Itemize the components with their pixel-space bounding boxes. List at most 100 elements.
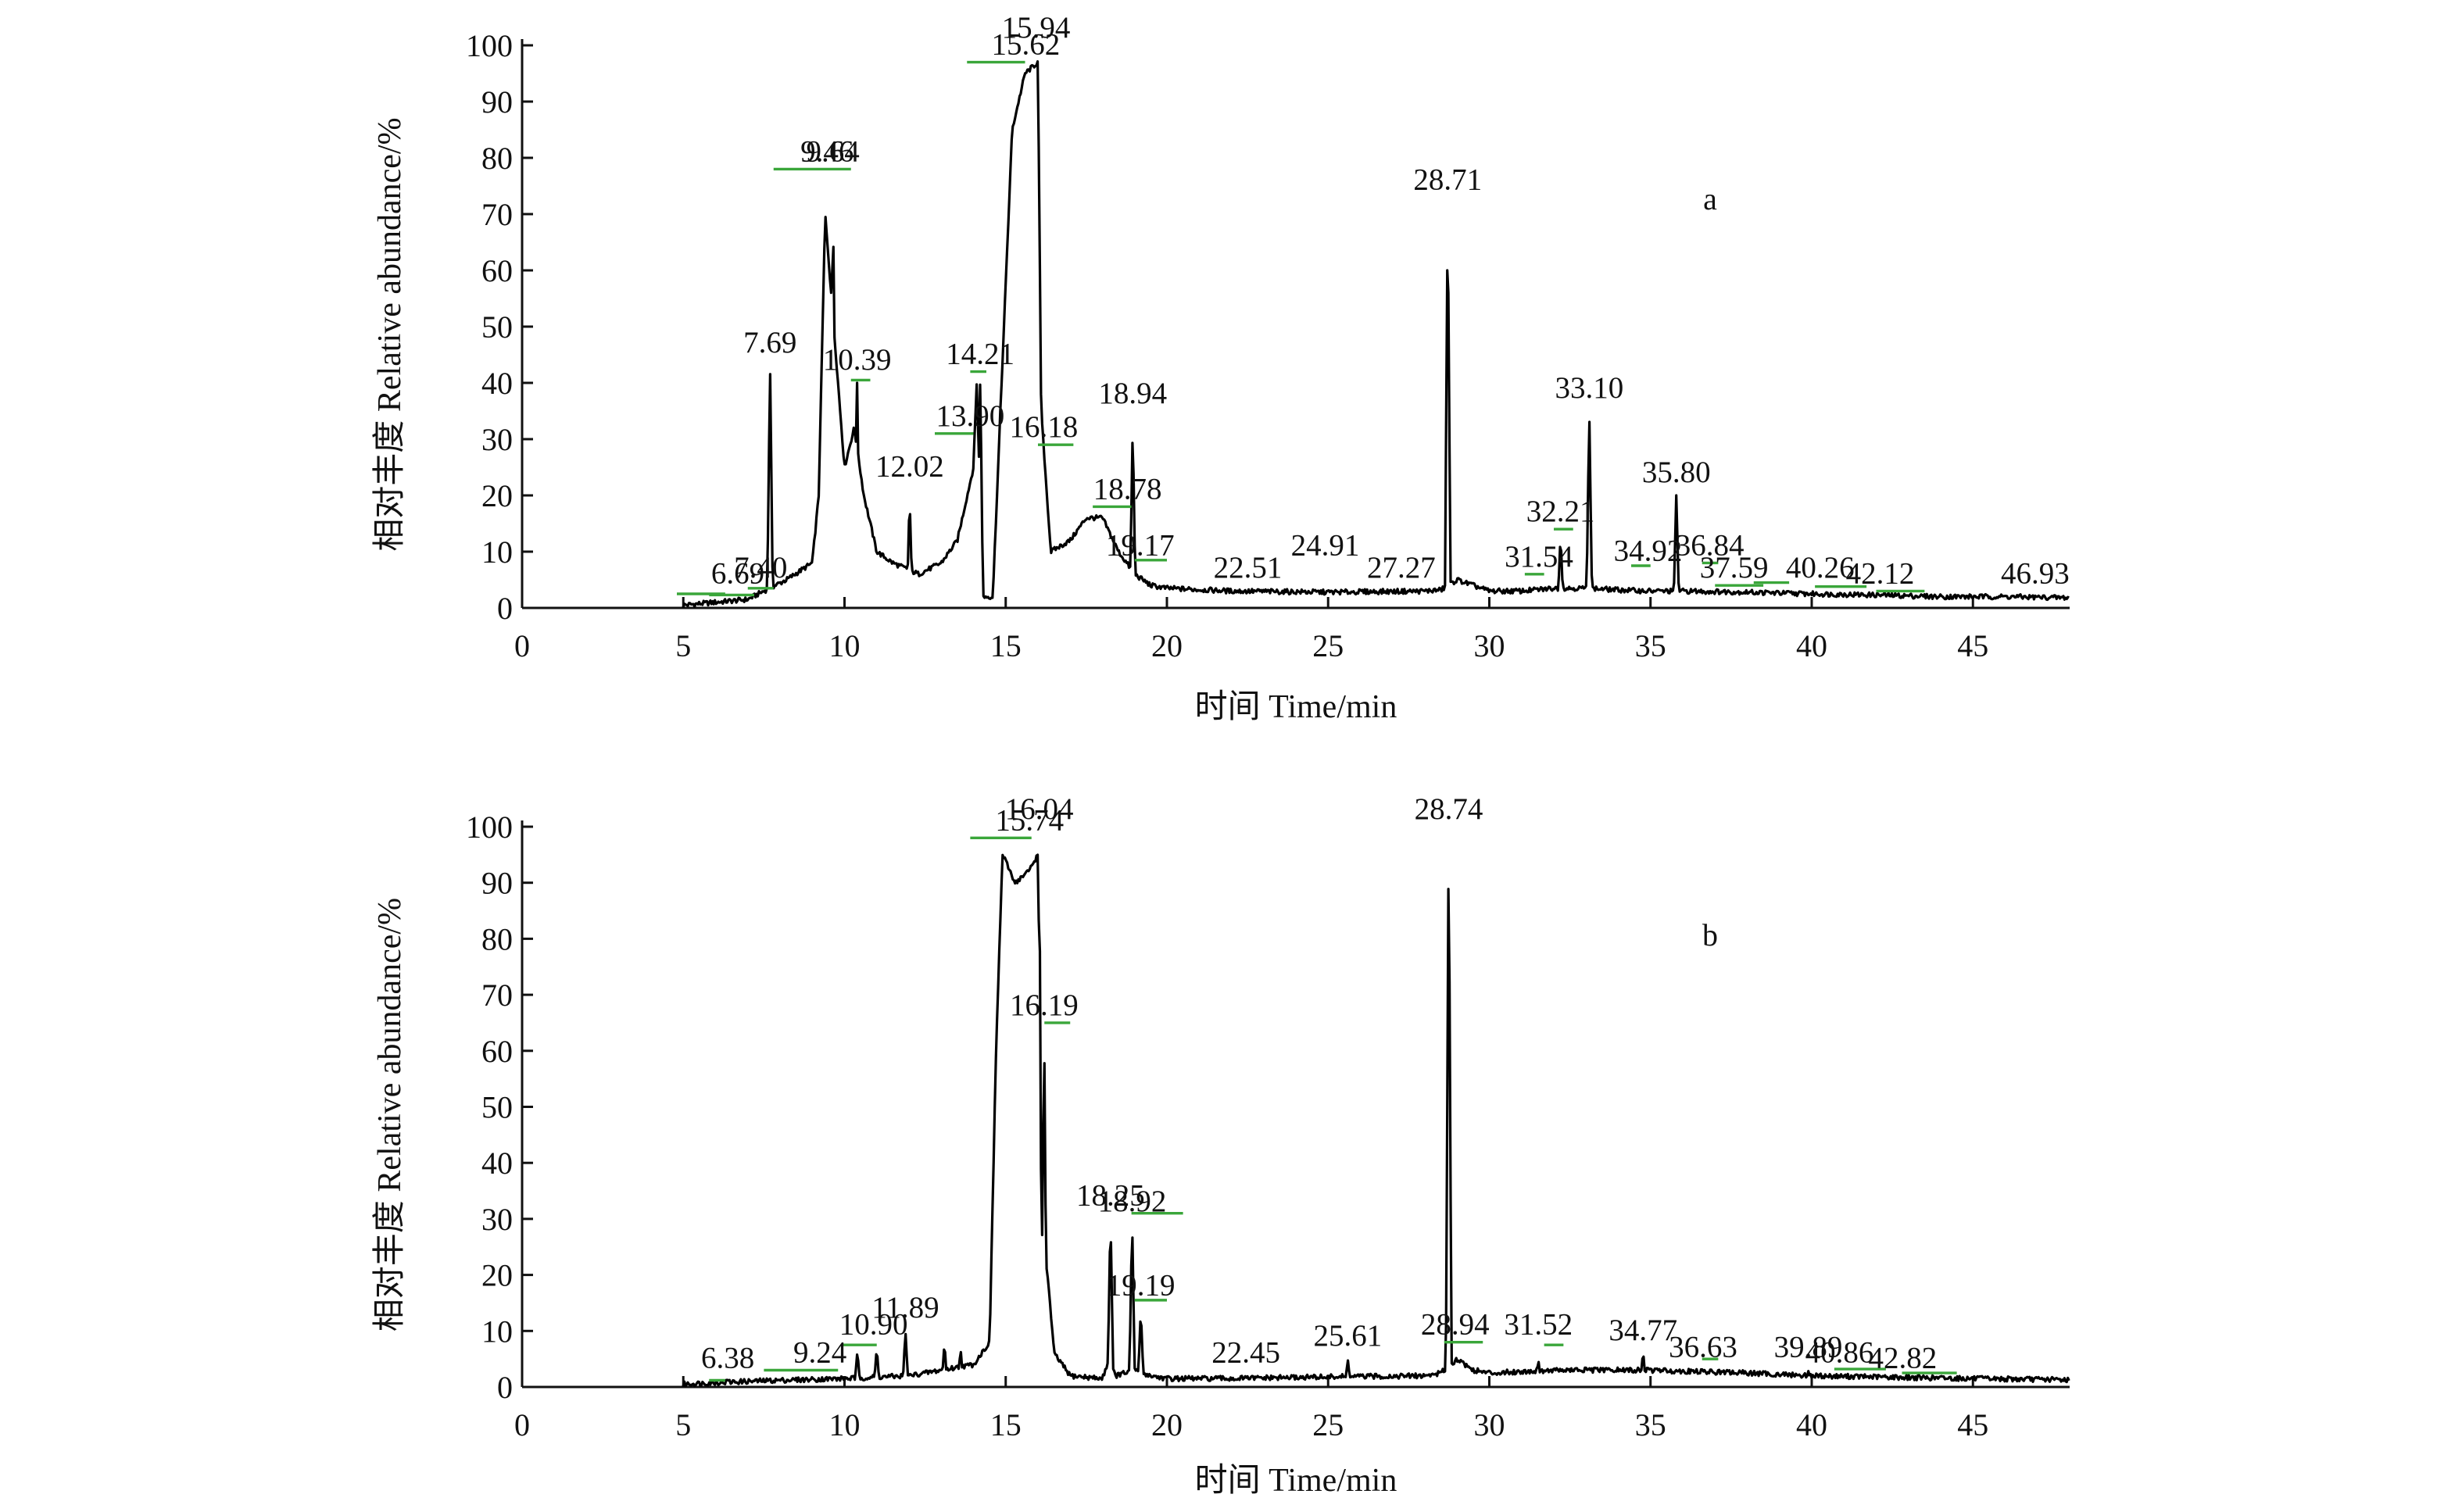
peak-label: 22.45 — [1211, 1335, 1280, 1369]
y-tick-label: 70 — [481, 197, 513, 232]
x-tick-label: 40 — [1796, 1407, 1827, 1442]
peak-label: 18.78 — [1093, 472, 1162, 506]
x-tick-label: 35 — [1635, 1407, 1666, 1442]
peak-label: 24.91 — [1291, 528, 1360, 562]
y-tick-label: 0 — [497, 1370, 513, 1405]
peak-label: 31.54 — [1505, 540, 1573, 574]
x-tick-label: 20 — [1151, 1407, 1183, 1442]
y-tick-label: 0 — [497, 591, 513, 626]
chromatogram-trace-a — [682, 59, 2070, 609]
peak-label: 16.04 — [1005, 792, 1074, 826]
chromatogram-trace-b — [682, 853, 2070, 1388]
y-tick-label: 50 — [481, 309, 513, 345]
x-tick-label: 20 — [1151, 628, 1183, 663]
x-tick-label: 0 — [514, 628, 530, 663]
peak-label: 25.61 — [1314, 1319, 1383, 1353]
peak-label: 32.21 — [1526, 495, 1595, 528]
y-tick-label: 80 — [481, 921, 513, 956]
peak-label: 18.94 — [1098, 377, 1167, 410]
peak-label: 10.39 — [823, 343, 892, 377]
x-tick-label: 45 — [1957, 1407, 1988, 1442]
peak-label: 36.84 — [1676, 528, 1745, 562]
y-tick-label: 90 — [481, 84, 513, 120]
peak-label: 28.71 — [1413, 163, 1482, 196]
x-tick-label: 5 — [675, 628, 691, 663]
peak-label: 34.92 — [1614, 534, 1683, 568]
peak-label: 11.89 — [871, 1291, 939, 1324]
peak-label: 13.90 — [936, 399, 1005, 433]
peak-label: 18.92 — [1098, 1185, 1167, 1218]
peak-label: 16.19 — [1010, 988, 1079, 1022]
x-tick-label: 30 — [1474, 628, 1505, 663]
panel-letter: a — [1703, 181, 1717, 216]
peak-label: 19.19 — [1107, 1268, 1176, 1302]
peak-label: 31.52 — [1504, 1308, 1573, 1342]
y-axis-title: 相对丰度 Relative abundance/% — [372, 898, 408, 1331]
y-tick-label: 100 — [466, 810, 513, 845]
peak-label: 40.26 — [1786, 551, 1855, 584]
x-tick-label: 10 — [829, 1407, 861, 1442]
x-tick-label: 35 — [1635, 628, 1666, 663]
x-axis-title: 时间 Time/min — [1195, 1463, 1397, 1499]
peak-label: 36.63 — [1669, 1330, 1737, 1364]
peak-label: 28.74 — [1415, 792, 1483, 826]
y-tick-label: 20 — [481, 1258, 513, 1293]
panel-letter: b — [1702, 917, 1718, 953]
x-tick-label: 0 — [514, 1407, 530, 1442]
y-tick-label: 90 — [481, 866, 513, 901]
y-tick-label: 70 — [481, 978, 513, 1013]
x-tick-label: 5 — [675, 1407, 691, 1442]
peak-label: 12.02 — [875, 450, 944, 484]
peak-label: 16.18 — [1010, 410, 1079, 444]
y-tick-label: 20 — [481, 478, 513, 513]
peak-label: 10.90 — [839, 1308, 908, 1342]
y-tick-label: 10 — [481, 1314, 513, 1349]
peak-label: 37.59 — [1700, 551, 1769, 584]
peak-label: 39.89 — [1774, 1330, 1843, 1364]
chart-panel-a: 0 10 20 30 40 50 60 70 80 90 100 0 5 10 15 20 25 30 35 40 45… — [372, 11, 2070, 725]
x-axis-title: 时间 Time/min — [1195, 689, 1397, 725]
y-tick-label: 80 — [481, 141, 513, 176]
x-tick-label: 25 — [1312, 628, 1344, 663]
peak-label: 15.74 — [995, 803, 1064, 837]
x-tick-label: 45 — [1957, 628, 1988, 663]
peak-label: 9.64 — [807, 134, 860, 168]
x-tick-label: 15 — [990, 628, 1022, 663]
peak-label: 18.25 — [1076, 1179, 1145, 1213]
peak-label: 40.86 — [1805, 1335, 1874, 1369]
peak-label: 33.10 — [1555, 371, 1624, 405]
y-tick-label: 10 — [481, 534, 513, 570]
peak-label: 9.46 — [800, 134, 853, 168]
peak-label: 15.62 — [991, 28, 1060, 62]
x-tick-label: 25 — [1312, 1407, 1344, 1442]
y-axis-title: 相对丰度 Relative abundance/% — [372, 117, 408, 551]
peak-label: 7.40 — [734, 551, 787, 584]
peak-label: 28.94 — [1421, 1308, 1490, 1342]
x-tick-label: 10 — [829, 628, 861, 663]
y-tick-label: 60 — [481, 1034, 513, 1069]
chart-panel-b: 0 10 20 30 40 50 60 70 80 90 100 0 5 10 15 20 25 30 35 40 45… — [372, 792, 2070, 1499]
x-tick-label: 30 — [1474, 1407, 1505, 1442]
y-tick-label: 40 — [481, 366, 513, 401]
peak-label: 6.38 — [701, 1342, 754, 1375]
peak-label: 19.17 — [1106, 528, 1175, 562]
peak-label: 42.12 — [1846, 556, 1915, 590]
peak-label: 6.69 — [711, 556, 764, 590]
peak-label: 22.51 — [1214, 551, 1283, 584]
y-tick-label: 50 — [481, 1090, 513, 1125]
y-tick-label: 100 — [466, 28, 513, 63]
x-tick-label: 15 — [990, 1407, 1022, 1442]
peak-label: 15.94 — [1002, 11, 1071, 45]
peak-label: 46.93 — [2001, 556, 2070, 590]
peak-label: 14.21 — [946, 338, 1015, 371]
y-tick-label: 30 — [481, 1202, 513, 1237]
peak-label: 34.77 — [1609, 1314, 1677, 1347]
peak-label: 9.24 — [793, 1335, 846, 1369]
peak-label: 42.82 — [1868, 1342, 1937, 1375]
peak-label: 35.80 — [1642, 456, 1711, 489]
peak-label: 7.69 — [743, 326, 796, 359]
peak-label: 27.27 — [1367, 551, 1436, 584]
x-tick-label: 40 — [1796, 628, 1827, 663]
y-tick-label: 30 — [481, 422, 513, 457]
